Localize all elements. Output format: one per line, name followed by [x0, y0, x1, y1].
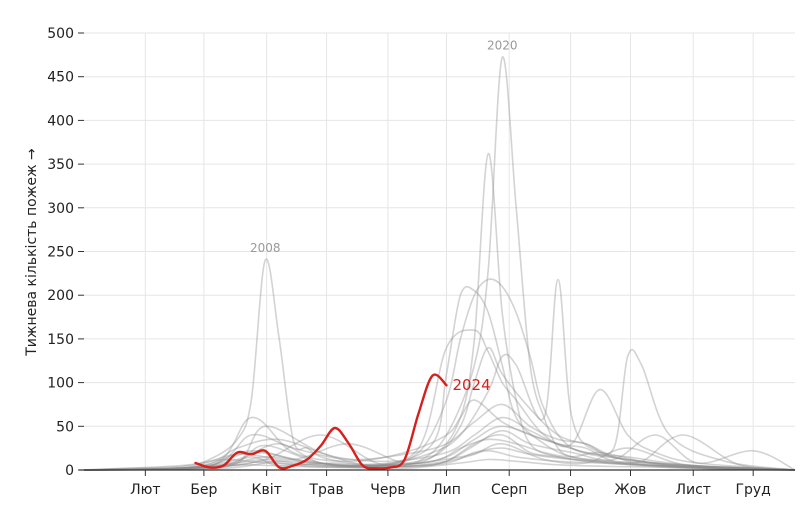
x-tick-label: Жов — [615, 482, 647, 498]
series-line-s12 — [83, 425, 796, 471]
y-tick-label: 200 — [47, 288, 74, 304]
series-line-s7 — [83, 346, 796, 471]
series-line-s3 — [83, 152, 796, 471]
background-series — [83, 56, 796, 471]
highlight-series-label: 2024 — [452, 376, 490, 394]
series-line-s15 — [83, 447, 796, 471]
y-tick-label: 350 — [47, 157, 74, 173]
axes: 0 50 100 150 200 250 300 350 400 450 500 Лют Бер Квіт… — [47, 26, 795, 498]
y-tick-label: 400 — [47, 113, 74, 129]
x-tick-label: Серп — [491, 482, 527, 498]
x-tick-label: Трав — [308, 482, 343, 498]
y-tick-label: 50 — [56, 419, 74, 435]
series-line-s10 — [83, 403, 796, 471]
highlight-series: 2024 — [194, 373, 491, 470]
series-line-s6 — [83, 278, 796, 471]
y-tick-label: 300 — [47, 201, 74, 217]
x-tick-label: Черв — [370, 482, 405, 498]
grid-lines — [84, 32, 795, 471]
annotations: 2008 2020 — [250, 38, 518, 255]
peak-annotation-2008: 2008 — [250, 241, 281, 255]
series-line-s11 — [83, 416, 796, 471]
x-tick-label: Лип — [432, 482, 461, 498]
x-tick-label: Бер — [190, 482, 217, 498]
x-tick-label: Вер — [557, 482, 584, 498]
y-tick-label: 500 — [47, 26, 74, 42]
series-line-s17 — [83, 442, 796, 471]
series-line-s9 — [83, 399, 796, 471]
peak-annotation-2020: 2020 — [487, 38, 518, 52]
series-line-s18 — [83, 458, 796, 471]
y-tick-label: 150 — [47, 332, 74, 348]
series-line-2024 — [194, 373, 448, 470]
series-line-2020 — [83, 56, 796, 471]
series-line-s8 — [83, 329, 796, 471]
series-line-s5 — [83, 278, 796, 471]
y-tick-label: 450 — [47, 70, 74, 86]
x-tick-label: Лют — [130, 482, 160, 498]
series-line-s4 — [83, 285, 796, 471]
y-tick-label: 100 — [47, 376, 74, 392]
y-axis-label: Тижнева кількість пожеж → — [24, 148, 40, 357]
x-tick-label: Лист — [675, 482, 710, 498]
y-tick-label: 0 — [65, 463, 74, 479]
y-tick-label: 250 — [47, 245, 74, 261]
series-line-s14 — [83, 438, 796, 471]
x-tick-label: Груд — [735, 482, 770, 498]
x-tick-label: Квіт — [252, 482, 282, 498]
